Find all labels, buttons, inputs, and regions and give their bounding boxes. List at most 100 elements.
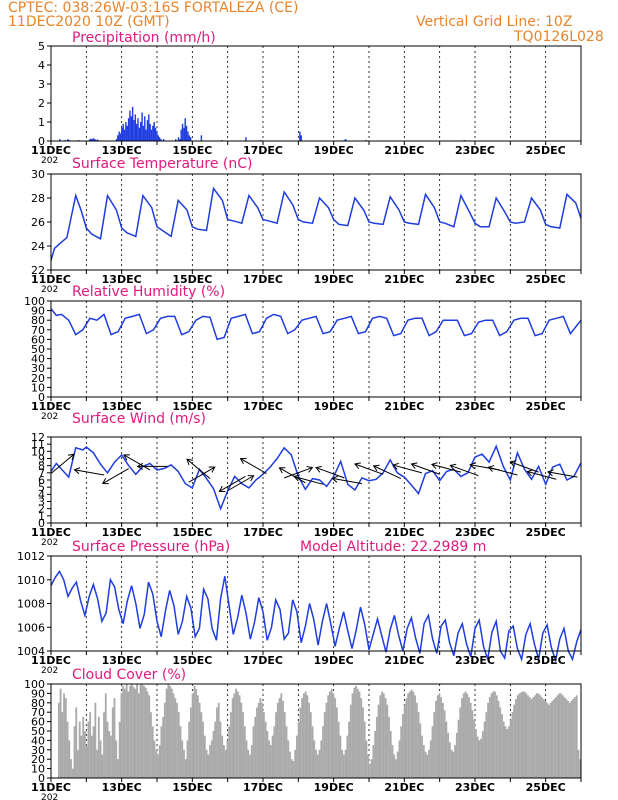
precip-bar xyxy=(67,139,69,141)
cloud-bar xyxy=(238,695,241,778)
cloud-bar xyxy=(268,740,271,778)
cloud-bar xyxy=(77,749,79,778)
precip-title: Precipitation (mm/h) xyxy=(72,30,216,46)
cloud-bar xyxy=(299,707,302,778)
cloud-bar xyxy=(212,731,215,778)
cloud-bar xyxy=(70,759,72,778)
precip-bar xyxy=(150,129,153,141)
cloud-bar xyxy=(402,714,404,778)
cloud-bar xyxy=(129,685,132,778)
precip-y-tick-label: 1 xyxy=(38,116,45,129)
cloud-bar xyxy=(78,721,81,778)
cloud-bar xyxy=(346,735,349,778)
press-x-tick-label: 17DEC xyxy=(243,654,283,667)
cloud-bar xyxy=(174,698,177,778)
cloud-bar xyxy=(375,716,378,778)
cloud-bar xyxy=(191,693,194,778)
cloud-bar xyxy=(292,761,295,778)
cloud-bar xyxy=(424,751,427,778)
cloud-bar xyxy=(532,697,535,778)
wind-vector xyxy=(219,475,246,492)
precip-bar xyxy=(158,137,161,141)
cloud-bar xyxy=(217,702,220,778)
cloud-bar xyxy=(127,691,130,778)
cloud-bar xyxy=(528,697,531,778)
cloud-bar xyxy=(362,707,364,778)
rh-x-tick-label: 15DEC xyxy=(172,400,212,413)
rh-year-label: 202 xyxy=(41,412,58,422)
precip-bar xyxy=(141,112,143,141)
cloud-bar xyxy=(527,695,529,778)
precip-x-tick-label: 21DEC xyxy=(384,144,424,157)
cloud-bar xyxy=(94,702,97,778)
wind-vector xyxy=(284,467,313,479)
header-station: CPTEC: 038:26W-03:16S FORTALEZA (CE) xyxy=(8,0,299,16)
cloud-bar xyxy=(431,726,434,778)
precip-bar xyxy=(140,122,142,141)
cloud-bar xyxy=(546,702,549,778)
cloud-bar xyxy=(163,702,166,778)
temp-x-tick-label: 19DEC xyxy=(314,273,354,286)
cloud-bar xyxy=(316,754,319,778)
cloud-y-tick-label: 10 xyxy=(31,763,45,776)
precip-bar xyxy=(148,114,150,141)
cloud-bar xyxy=(242,712,244,778)
cloud-bar xyxy=(309,712,312,778)
press-x-tick-label: 21DEC xyxy=(384,654,424,667)
wind-vector xyxy=(392,464,423,474)
rh-y-tick-label: 70 xyxy=(31,324,45,337)
cloud-bar xyxy=(414,695,416,778)
wind-vector xyxy=(102,468,129,484)
temp-x-tick-label: 13DEC xyxy=(102,273,142,286)
wind-vector-head xyxy=(239,457,247,465)
cloud-bar xyxy=(264,721,267,778)
precip-bar xyxy=(180,129,182,141)
wind-vector xyxy=(373,465,402,480)
cloud-bar xyxy=(110,735,112,778)
cloud-bar xyxy=(136,684,138,778)
wind-vector-head xyxy=(208,466,216,473)
cloud-bar xyxy=(450,749,453,778)
precip-bar xyxy=(200,135,203,141)
cloud-bar xyxy=(103,712,105,778)
precip-y-tick-label: 5 xyxy=(38,40,45,53)
cloud-bar xyxy=(395,759,397,778)
wind-vector-head xyxy=(293,474,300,482)
cloud-bar xyxy=(355,685,357,778)
cloud-bar xyxy=(400,726,403,778)
wind-vector-head xyxy=(315,465,323,473)
cloud-bar xyxy=(377,704,380,778)
cloud-bar xyxy=(410,689,413,778)
wind-y-tick-label: 9 xyxy=(38,453,45,466)
precip-bar xyxy=(154,127,157,141)
cloud-bar xyxy=(339,735,342,778)
temp-x-tick-label: 11DEC xyxy=(31,273,71,286)
wind-vector xyxy=(240,458,267,474)
precip-bar xyxy=(157,135,159,141)
cloud-bar xyxy=(153,740,156,778)
cloud-bar xyxy=(561,695,564,778)
precip-bar xyxy=(134,114,137,141)
temp-series-line xyxy=(50,186,582,261)
press-x-tick-label: 25DEC xyxy=(526,654,566,667)
cloud-bar xyxy=(341,749,344,778)
cloud-bar xyxy=(151,726,154,778)
cloud-bar xyxy=(565,699,568,778)
wind-vector xyxy=(74,469,105,476)
cloud-bar xyxy=(89,712,92,778)
cloud-bar xyxy=(369,763,371,778)
cloud-bar xyxy=(325,702,328,778)
cloud-bar xyxy=(537,693,540,778)
cloud-bar xyxy=(231,698,234,778)
cloud-bar xyxy=(304,691,307,778)
cloud-bar xyxy=(158,745,161,778)
cloud-bar xyxy=(92,726,95,778)
cloud-bar xyxy=(475,729,477,778)
cloud-bar xyxy=(511,712,514,778)
precip-bar xyxy=(189,137,192,141)
cloud-bar xyxy=(568,702,571,778)
precip-y-tick-label: 0 xyxy=(38,135,45,148)
cloud-bar xyxy=(146,691,149,778)
cloud-bar xyxy=(353,687,356,778)
wind-vector-head xyxy=(101,478,109,485)
